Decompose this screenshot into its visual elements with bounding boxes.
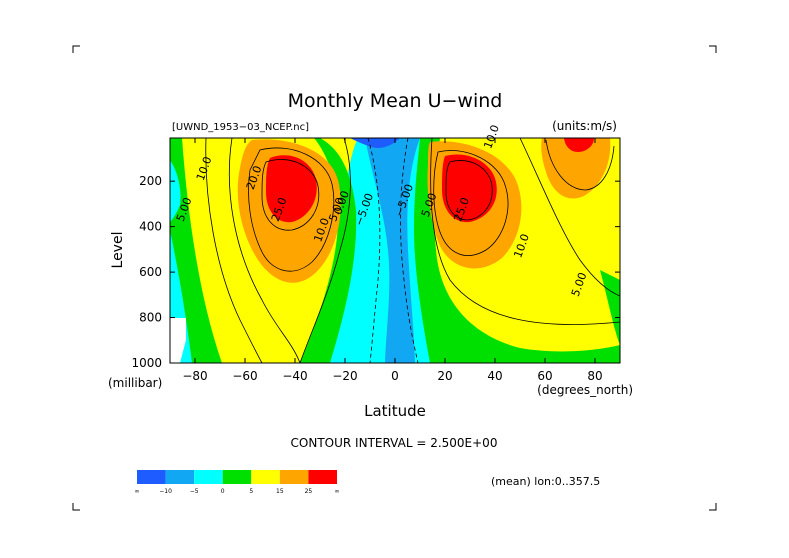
colorbar-tick-label: 15 [276,488,284,495]
mean-label: (mean) lon:0..357.5 [491,475,600,488]
contour-line [519,138,620,297]
crop-mark-top-right [709,45,717,53]
contour-line [430,138,620,325]
y-tick-label: 200 [139,174,162,188]
contour-line [433,150,509,256]
band-green-south-east [300,138,357,363]
colorbar-swatch [279,470,309,484]
crop-mark-bottom-right [709,503,717,511]
x-tick-label: −60 [232,369,257,383]
band-orange-polar-jet [541,138,611,199]
colorbar-swatch [308,470,337,484]
x-tick-label: 60 [537,369,552,383]
x-tick-label: 20 [437,369,452,383]
colorbar-end-label: ∞ [135,488,140,495]
colorbar-tick-label: 0 [221,488,225,495]
contour-line [205,138,263,363]
colorbar-swatch [194,470,223,484]
band-cyan-left-edge [170,160,181,222]
colorbar: ∞ −10 −5 0 5 15 25 ∞ [135,470,340,495]
colorbar-tick-label: −10 [159,488,172,495]
y-axis-unit: (millibar) [108,376,162,390]
crop-mark-top-left [72,45,80,53]
x-tick-label: −80 [182,369,207,383]
x-axis-title: Latitude [364,402,426,420]
band-blue-equatorial [365,138,420,363]
x-tick-label: 0 [391,369,399,383]
colorbar-swatch [251,470,280,484]
colorbar-swatch [165,470,195,484]
band-red-south-jet [266,155,317,223]
crop-marks [72,45,717,511]
band-white-south-pole [170,318,186,363]
contour-line [400,138,419,363]
dataset-label: [UWND_1953−03_NCEP.nc] [172,122,309,133]
units-label: (units:m/s) [552,119,617,133]
contour-line [248,147,335,272]
colorbar-tick-label: 25 [305,488,313,495]
contour-line [299,138,351,363]
colorbar-tick-label: 5 [249,488,253,495]
colorbar-tick-label: −5 [190,488,199,495]
y-tick-label: 400 [139,220,162,234]
contour-line [261,159,320,231]
chart-title: Monthly Mean U−wind [288,90,503,112]
x-axis: −80 −60 −40 −20 0 20 40 60 80 [182,138,603,383]
y-tick-label: 800 [139,311,162,325]
band-red-polar-jet [564,138,594,152]
contour-line [545,139,615,191]
band-green-north-pole [600,270,620,345]
y-axis-title: Level [110,232,126,269]
x-axis-unit: (degrees_north) [537,383,633,397]
crop-mark-bottom-left [72,503,80,511]
y-tick-label: 1000 [131,356,162,370]
colorbar-end-label: ∞ [335,488,340,495]
filled-contours [170,138,620,363]
y-tick-label: 600 [139,265,162,279]
x-tick-label: −20 [332,369,357,383]
contour-interval-label: CONTOUR INTERVAL = 2.500E+00 [291,436,498,450]
band-red-north-jet [442,154,497,223]
contour-lines [205,138,620,363]
colorbar-swatch [137,470,166,484]
contour-line [367,138,381,363]
band-cyan-equatorial [325,138,445,363]
x-tick-label: 40 [487,369,502,383]
y-axis: 200 400 600 800 1000 [131,174,620,370]
x-tick-label: 80 [587,369,602,383]
x-tick-label: −40 [282,369,307,383]
band-deepblue-top [350,138,400,148]
colorbar-swatch [222,470,252,484]
contour-line [228,138,301,363]
contour-line [445,160,493,221]
